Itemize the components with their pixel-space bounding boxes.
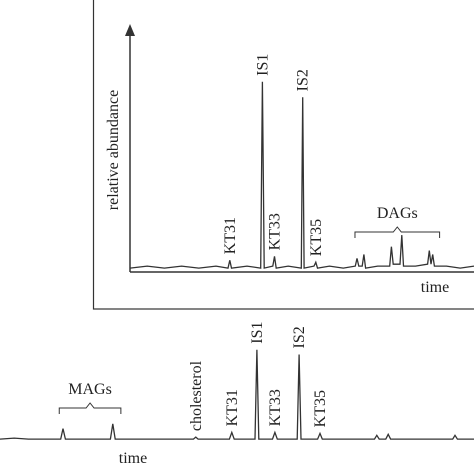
peak-label: KT31 [222,217,239,254]
group-bracket [354,226,441,238]
trace [129,81,474,269]
peak-label: KT33 [267,389,284,426]
x-axis-label: time [421,279,449,296]
peak-label: KT33 [266,213,283,250]
peak-label: KT35 [308,219,325,256]
peak-label: IS1 [249,322,266,344]
peak-label: IS1 [254,54,271,76]
group-label: DAGs [377,205,418,222]
group-label: MAGs [68,381,112,398]
trace [0,349,474,440]
x-axis-label: time [119,450,147,467]
peak-label: IS2 [295,69,312,91]
y-axis-arrow [125,24,135,36]
y-axis-label: relative abundance [105,90,122,210]
peak-label: cholesterol [188,360,205,431]
peak-label: KT35 [312,390,329,427]
group-bracket [58,402,122,414]
peak-label: KT31 [224,389,241,426]
peak-label: IS2 [291,326,308,348]
inset-frame [92,0,474,310]
